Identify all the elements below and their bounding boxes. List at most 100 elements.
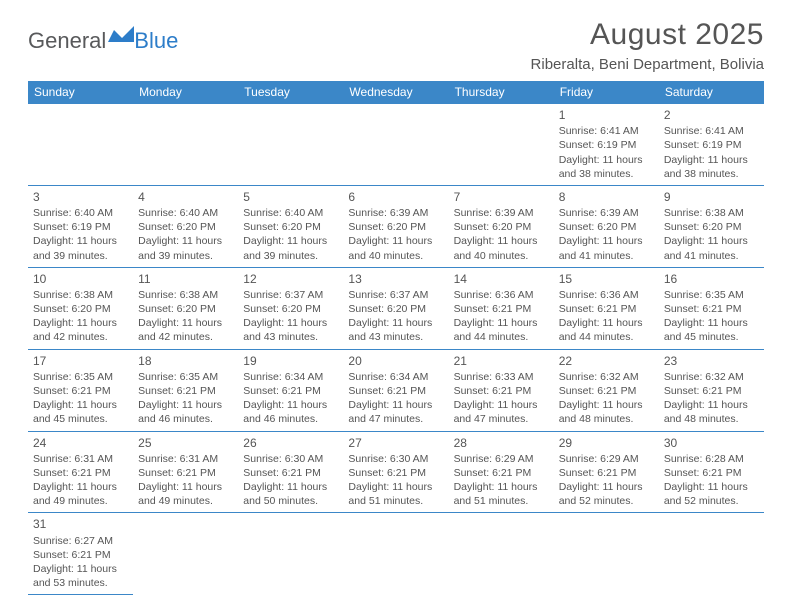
day-number: 31	[33, 516, 128, 532]
weekday-header-cell: Thursday	[449, 81, 554, 104]
sunset-line: Sunset: 6:21 PM	[454, 384, 549, 398]
daylight-line: Daylight: 11 hours and 39 minutes.	[138, 234, 233, 262]
sunset-line: Sunset: 6:21 PM	[348, 466, 443, 480]
weekday-header-cell: Sunday	[28, 81, 133, 104]
daylight-line: Daylight: 11 hours and 39 minutes.	[33, 234, 128, 262]
day-number: 27	[348, 435, 443, 451]
weeks-container: 1Sunrise: 6:41 AMSunset: 6:19 PMDaylight…	[28, 104, 764, 595]
daylight-line: Daylight: 11 hours and 44 minutes.	[559, 316, 654, 344]
week-row: 10Sunrise: 6:38 AMSunset: 6:20 PMDayligh…	[28, 268, 764, 350]
day-cell: 29Sunrise: 6:29 AMSunset: 6:21 PMDayligh…	[554, 432, 659, 513]
day-cell: 25Sunrise: 6:31 AMSunset: 6:21 PMDayligh…	[133, 432, 238, 513]
sunrise-line: Sunrise: 6:36 AM	[559, 288, 654, 302]
sunset-line: Sunset: 6:20 PM	[559, 220, 654, 234]
sunrise-line: Sunrise: 6:37 AM	[243, 288, 338, 302]
sunset-line: Sunset: 6:21 PM	[664, 302, 759, 316]
sunrise-line: Sunrise: 6:31 AM	[33, 452, 128, 466]
day-cell: 26Sunrise: 6:30 AMSunset: 6:21 PMDayligh…	[238, 432, 343, 513]
sunrise-line: Sunrise: 6:39 AM	[454, 206, 549, 220]
sunset-line: Sunset: 6:21 PM	[138, 384, 233, 398]
day-cell: 22Sunrise: 6:32 AMSunset: 6:21 PMDayligh…	[554, 350, 659, 431]
weekday-header-cell: Monday	[133, 81, 238, 104]
daylight-line: Daylight: 11 hours and 45 minutes.	[33, 398, 128, 426]
calendar-page: GeneralBlue August 2025 Riberalta, Beni …	[0, 0, 792, 595]
daylight-line: Daylight: 11 hours and 51 minutes.	[348, 480, 443, 508]
sunrise-line: Sunrise: 6:41 AM	[664, 124, 759, 138]
calendar-grid: SundayMondayTuesdayWednesdayThursdayFrid…	[28, 81, 764, 595]
day-number: 14	[454, 271, 549, 287]
day-number: 6	[348, 189, 443, 205]
day-number: 28	[454, 435, 549, 451]
sunrise-line: Sunrise: 6:28 AM	[664, 452, 759, 466]
sunset-line: Sunset: 6:21 PM	[243, 384, 338, 398]
day-cell: 10Sunrise: 6:38 AMSunset: 6:20 PMDayligh…	[28, 268, 133, 349]
daylight-line: Daylight: 11 hours and 48 minutes.	[664, 398, 759, 426]
empty-day-cell	[554, 513, 659, 595]
day-number: 13	[348, 271, 443, 287]
sunrise-line: Sunrise: 6:39 AM	[559, 206, 654, 220]
daylight-line: Daylight: 11 hours and 40 minutes.	[348, 234, 443, 262]
day-cell: 27Sunrise: 6:30 AMSunset: 6:21 PMDayligh…	[343, 432, 448, 513]
day-cell: 18Sunrise: 6:35 AMSunset: 6:21 PMDayligh…	[133, 350, 238, 431]
daylight-line: Daylight: 11 hours and 51 minutes.	[454, 480, 549, 508]
daylight-line: Daylight: 11 hours and 42 minutes.	[138, 316, 233, 344]
day-cell: 23Sunrise: 6:32 AMSunset: 6:21 PMDayligh…	[659, 350, 764, 431]
weekday-header-row: SundayMondayTuesdayWednesdayThursdayFrid…	[28, 81, 764, 104]
daylight-line: Daylight: 11 hours and 40 minutes.	[454, 234, 549, 262]
sunset-line: Sunset: 6:19 PM	[33, 220, 128, 234]
sunset-line: Sunset: 6:21 PM	[454, 302, 549, 316]
day-number: 15	[559, 271, 654, 287]
sunset-line: Sunset: 6:21 PM	[559, 384, 654, 398]
empty-day-cell	[449, 104, 554, 185]
daylight-line: Daylight: 11 hours and 49 minutes.	[138, 480, 233, 508]
day-number: 11	[138, 271, 233, 287]
sunset-line: Sunset: 6:21 PM	[664, 384, 759, 398]
daylight-line: Daylight: 11 hours and 44 minutes.	[454, 316, 549, 344]
day-number: 12	[243, 271, 338, 287]
daylight-line: Daylight: 11 hours and 39 minutes.	[243, 234, 338, 262]
day-cell: 30Sunrise: 6:28 AMSunset: 6:21 PMDayligh…	[659, 432, 764, 513]
day-number: 19	[243, 353, 338, 369]
sunset-line: Sunset: 6:21 PM	[559, 466, 654, 480]
sunrise-line: Sunrise: 6:38 AM	[138, 288, 233, 302]
weekday-header-cell: Friday	[554, 81, 659, 104]
sunset-line: Sunset: 6:20 PM	[138, 302, 233, 316]
day-cell: 5Sunrise: 6:40 AMSunset: 6:20 PMDaylight…	[238, 186, 343, 267]
day-number: 9	[664, 189, 759, 205]
empty-day-cell	[238, 513, 343, 595]
sunset-line: Sunset: 6:19 PM	[664, 138, 759, 152]
day-cell: 12Sunrise: 6:37 AMSunset: 6:20 PMDayligh…	[238, 268, 343, 349]
sunrise-line: Sunrise: 6:35 AM	[138, 370, 233, 384]
daylight-line: Daylight: 11 hours and 49 minutes.	[33, 480, 128, 508]
day-number: 4	[138, 189, 233, 205]
sunset-line: Sunset: 6:21 PM	[243, 466, 338, 480]
day-number: 3	[33, 189, 128, 205]
weekday-header-cell: Wednesday	[343, 81, 448, 104]
day-number: 2	[664, 107, 759, 123]
sunset-line: Sunset: 6:21 PM	[664, 466, 759, 480]
day-cell: 20Sunrise: 6:34 AMSunset: 6:21 PMDayligh…	[343, 350, 448, 431]
sunrise-line: Sunrise: 6:29 AM	[559, 452, 654, 466]
empty-day-cell	[449, 513, 554, 595]
sunset-line: Sunset: 6:20 PM	[664, 220, 759, 234]
sunrise-line: Sunrise: 6:29 AM	[454, 452, 549, 466]
empty-day-cell	[343, 513, 448, 595]
day-number: 18	[138, 353, 233, 369]
sunset-line: Sunset: 6:20 PM	[138, 220, 233, 234]
flag-icon	[108, 26, 134, 44]
daylight-line: Daylight: 11 hours and 48 minutes.	[559, 398, 654, 426]
day-number: 10	[33, 271, 128, 287]
daylight-line: Daylight: 11 hours and 45 minutes.	[664, 316, 759, 344]
sunset-line: Sunset: 6:21 PM	[454, 466, 549, 480]
sunrise-line: Sunrise: 6:40 AM	[243, 206, 338, 220]
sunset-line: Sunset: 6:21 PM	[559, 302, 654, 316]
day-number: 22	[559, 353, 654, 369]
sunrise-line: Sunrise: 6:40 AM	[138, 206, 233, 220]
daylight-line: Daylight: 11 hours and 52 minutes.	[664, 480, 759, 508]
day-number: 8	[559, 189, 654, 205]
day-cell: 31Sunrise: 6:27 AMSunset: 6:21 PMDayligh…	[28, 513, 133, 595]
sunrise-line: Sunrise: 6:32 AM	[559, 370, 654, 384]
empty-day-cell	[133, 104, 238, 185]
day-number: 5	[243, 189, 338, 205]
logo: GeneralBlue	[28, 18, 178, 54]
